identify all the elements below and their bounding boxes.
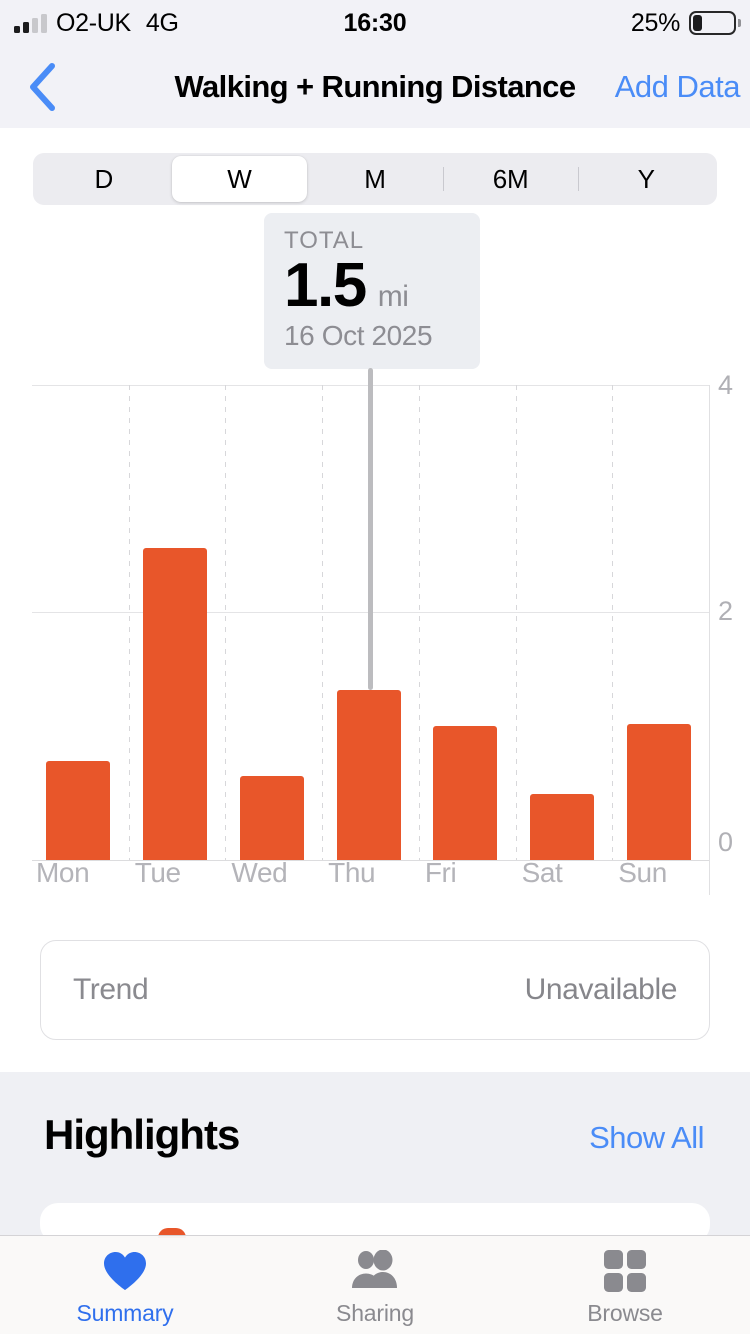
day-label-tue: Tue	[134, 857, 181, 888]
tab-summary-label: Summary	[76, 1300, 174, 1326]
day-label-fri: Fri	[424, 857, 457, 888]
gridline-0	[32, 860, 709, 861]
distance-bar-chart[interactable]: 4 2 0	[0, 368, 750, 895]
grid-icon	[603, 1248, 647, 1294]
day-label-sun: Sun	[618, 857, 667, 888]
status-bar-right: 25%	[630, 8, 741, 38]
bar-fri[interactable]	[433, 726, 498, 860]
gridline-sat	[515, 385, 517, 860]
time-range-segmented-control[interactable]: D W M 6M Y	[33, 153, 717, 205]
bar-tue[interactable]	[143, 547, 208, 860]
range-option-6m[interactable]: 6M	[442, 156, 579, 202]
gridline-sun	[612, 385, 614, 860]
status-bar-clock: 16:30	[343, 8, 407, 37]
network-type-label: 4G	[145, 8, 179, 37]
tooltip-value: 1.5	[284, 251, 367, 320]
carrier-label: O2-UK	[56, 8, 131, 37]
people-icon	[349, 1248, 401, 1294]
bar-mon[interactable]	[46, 761, 111, 860]
add-data-button[interactable]: Add Data	[614, 69, 741, 104]
tab-bar: Summary Sharing	[0, 1235, 750, 1334]
range-option-d[interactable]: D	[94, 163, 114, 194]
tooltip-unit: mi	[377, 280, 409, 313]
trend-value: Unavailable	[524, 973, 678, 1006]
tooltip-date: 16 Oct 2025	[284, 320, 433, 352]
highlights-title: Highlights	[44, 1111, 240, 1158]
status-bar: O2-UK 4G 16:30 25%	[0, 0, 750, 46]
gridline-thu	[322, 385, 324, 860]
battery-percent-label: 25%	[630, 8, 680, 37]
trend-row[interactable]: Trend Unavailable	[40, 940, 710, 1040]
chart-plot-area	[32, 368, 710, 895]
range-option-y[interactable]: Y	[578, 156, 714, 202]
day-label-wed: Wed	[231, 857, 288, 888]
tab-sharing-label: Sharing	[336, 1300, 414, 1326]
battery-icon	[689, 11, 741, 35]
tooltip-total-label: TOTAL	[284, 227, 365, 254]
chevron-left-icon	[27, 62, 57, 112]
bar-wed[interactable]	[239, 776, 304, 860]
day-label-mon: Mon	[36, 857, 90, 888]
day-label-sat: Sat	[521, 857, 563, 888]
y-axis-tick-0: 0	[718, 827, 733, 857]
selection-tooltip: TOTAL 1.5 mi 16 Oct 2025	[264, 213, 480, 369]
status-bar-left: O2-UK 4G	[14, 9, 179, 38]
bar-sat[interactable]	[529, 794, 594, 860]
range-option-w[interactable]: W	[171, 156, 308, 202]
bar-sun[interactable]	[626, 723, 691, 860]
tab-sharing[interactable]: Sharing	[250, 1248, 500, 1327]
gridline-wed	[225, 385, 227, 860]
y-axis-tick-4: 4	[718, 370, 733, 400]
page-title: Walking + Running Distance	[174, 69, 577, 104]
trend-label: Trend	[73, 973, 149, 1006]
tab-summary[interactable]: Summary	[0, 1248, 250, 1327]
heart-icon	[102, 1248, 148, 1294]
plot-right-edge	[709, 385, 710, 895]
y-axis-tick-2: 2	[718, 596, 733, 626]
range-option-m[interactable]: M	[364, 163, 386, 194]
signal-bars-icon	[14, 13, 47, 33]
bar-thu[interactable]	[336, 689, 401, 860]
back-button[interactable]	[14, 59, 70, 115]
gridline-fri	[418, 385, 420, 860]
tooltip-value-row: 1.5 mi	[284, 253, 480, 318]
tab-browse[interactable]: Browse	[500, 1248, 750, 1327]
highlights-card-icon	[158, 1228, 186, 1238]
tab-browse-label: Browse	[587, 1300, 663, 1326]
navigation-bar: Walking + Running Distance Add Data	[0, 46, 750, 128]
day-label-thu: Thu	[328, 857, 376, 888]
highlights-show-all-button[interactable]: Show All	[589, 1120, 704, 1155]
selection-indicator-line	[368, 368, 373, 690]
gridline-tue	[128, 385, 130, 860]
